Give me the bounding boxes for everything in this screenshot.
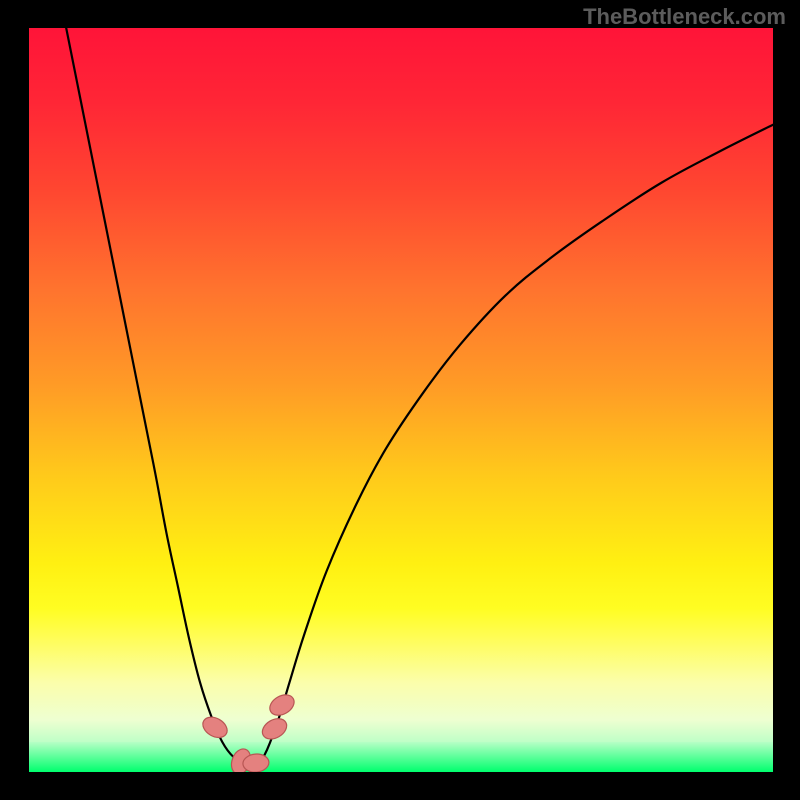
plot-area	[29, 28, 773, 772]
green-strip	[29, 742, 773, 772]
chart-container: TheBottleneck.com	[0, 0, 800, 800]
watermark-text: TheBottleneck.com	[583, 4, 786, 30]
chart-svg	[29, 28, 773, 772]
